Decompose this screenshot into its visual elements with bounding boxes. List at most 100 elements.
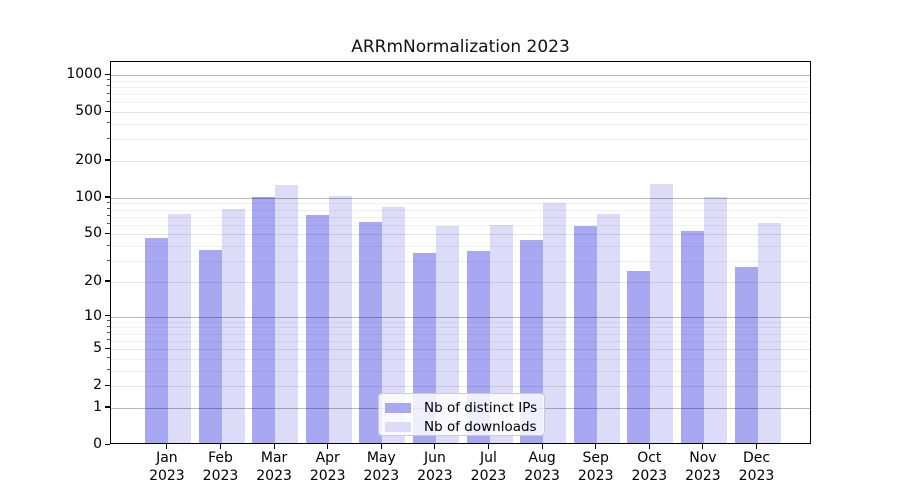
- gridline-minor: [111, 80, 810, 82]
- y-minor-tick-mark: [107, 85, 110, 87]
- legend-swatch-distinct-ips-icon: [385, 402, 411, 413]
- x-tick-label-mar: Mar 2023: [242, 450, 306, 485]
- x-tick-mark: [219, 444, 222, 449]
- x-tick-label-jun: Jun 2023: [403, 450, 467, 485]
- x-tick-label-line: 2023: [363, 467, 400, 484]
- x-tick-label-line: May: [366, 450, 396, 466]
- bar-downloads-jan: [167, 213, 191, 443]
- bar-distinct-ips-dec: [734, 266, 758, 443]
- x-tick-label-line: 2023: [202, 467, 239, 484]
- x-tick-label-line: 2023: [470, 467, 507, 484]
- gridline: [111, 386, 810, 388]
- gridline-minor: [111, 203, 810, 205]
- y-minor-tick-mark: [107, 223, 110, 225]
- y-tick-mark: [105, 443, 110, 445]
- bar-distinct-ips-sep: [573, 225, 597, 443]
- y-tick-mark: [105, 280, 110, 282]
- y-tick-mark: [105, 232, 110, 235]
- y-tick-mark: [105, 196, 110, 198]
- x-tick-mark: [166, 444, 168, 449]
- y-tick-label: 10: [84, 307, 102, 324]
- bar-downloads-mar: [275, 185, 299, 443]
- x-tick-label-line: 2023: [631, 467, 668, 484]
- y-minor-tick-mark: [107, 259, 110, 261]
- gridline-minor: [111, 209, 810, 211]
- x-tick-label-line: Aug: [528, 450, 556, 466]
- bar-distinct-ips-nov: [680, 231, 704, 443]
- bar-distinct-ips-jan: [144, 237, 168, 443]
- y-tick-mark: [105, 73, 110, 75]
- x-tick-label-line: 2023: [149, 467, 185, 484]
- y-tick-label: 5: [93, 340, 102, 357]
- bar-downloads-oct: [650, 184, 674, 443]
- legend-item-distinct-ips: Nb of distinct IPs: [385, 399, 538, 416]
- legend-label-distinct-ips: Nb of distinct IPs: [424, 399, 538, 416]
- y-tick-label: 0: [93, 436, 102, 452]
- chart-title: ARRmNormalization 2023: [351, 37, 570, 57]
- x-tick-mark: [327, 444, 329, 449]
- bar-downloads-aug: [543, 203, 567, 443]
- legend: Nb of distinct IPs Nb of downloads: [378, 393, 545, 436]
- bar-distinct-ips-oct: [627, 270, 651, 443]
- y-minor-tick-mark: [107, 320, 110, 322]
- plot-area: [110, 61, 811, 444]
- x-tick-label-line: Jan: [156, 450, 178, 466]
- y-tick-mark: [105, 406, 110, 408]
- x-tick-label-line: 2023: [685, 467, 721, 484]
- y-tick-mark: [105, 110, 110, 112]
- y-minor-tick-mark: [107, 357, 110, 359]
- x-tick-label-aug: Aug 2023: [510, 450, 574, 485]
- y-tick-label: 20: [84, 272, 102, 289]
- gridline-minor: [111, 340, 810, 342]
- y-tick-label: 2: [93, 377, 102, 394]
- y-minor-tick-mark: [107, 325, 110, 327]
- bar-downloads-jul: [489, 224, 513, 443]
- y-minor-tick-mark: [107, 137, 110, 139]
- bar-distinct-ips-mar: [252, 197, 276, 443]
- gridline: [111, 75, 810, 76]
- x-tick-label-nov: Nov 2023: [671, 450, 735, 485]
- gridline-minor: [111, 94, 810, 96]
- x-tick-label-sep: Sep 2023: [564, 450, 628, 485]
- x-tick-mark: [648, 444, 650, 449]
- x-tick-label-line: Nov: [689, 450, 717, 466]
- x-tick-label-may: May 2023: [349, 450, 413, 485]
- x-tick-label-apr: Apr 2023: [296, 450, 360, 485]
- gridline: [111, 234, 810, 236]
- legend-swatch-downloads-icon: [385, 421, 411, 432]
- y-minor-tick-mark: [107, 369, 110, 371]
- bar-distinct-ips-apr: [305, 214, 329, 443]
- gridline-minor: [111, 123, 810, 125]
- x-tick-label-line: 2023: [524, 467, 560, 484]
- gridline-minor: [111, 321, 810, 323]
- y-minor-tick-mark: [107, 92, 110, 94]
- bar-downloads-apr: [328, 195, 352, 443]
- x-tick-label-line: Oct: [637, 450, 662, 466]
- gridline-minor: [111, 139, 810, 141]
- gridline-minor: [111, 261, 810, 263]
- x-tick-mark: [702, 444, 704, 449]
- bar-downloads-jun: [435, 225, 459, 443]
- gridline-minor: [111, 370, 810, 372]
- y-tick-label: 100: [75, 188, 102, 205]
- gridline-minor: [111, 333, 810, 335]
- y-tick-mark: [105, 347, 110, 349]
- x-tick-label-jul: Jul 2023: [457, 450, 521, 485]
- y-tick-label: 50: [84, 225, 102, 242]
- y-tick-label: 500: [75, 103, 102, 120]
- bar-downloads-may: [382, 207, 406, 443]
- x-tick-label-jan: Jan 2023: [135, 450, 199, 485]
- gridline-minor: [111, 358, 810, 360]
- y-minor-tick-mark: [107, 208, 110, 210]
- bar-downloads-dec: [757, 222, 781, 443]
- bar-distinct-ips-aug: [520, 240, 544, 443]
- gridline: [111, 281, 810, 283]
- y-tick-mark: [105, 159, 110, 161]
- x-tick-mark: [595, 444, 597, 449]
- x-tick-label-line: 2023: [738, 467, 775, 484]
- legend-label-downloads: Nb of downloads: [424, 418, 537, 435]
- gridline: [111, 112, 810, 114]
- x-tick-label-line: Apr: [315, 450, 340, 466]
- y-minor-tick-mark: [107, 215, 110, 217]
